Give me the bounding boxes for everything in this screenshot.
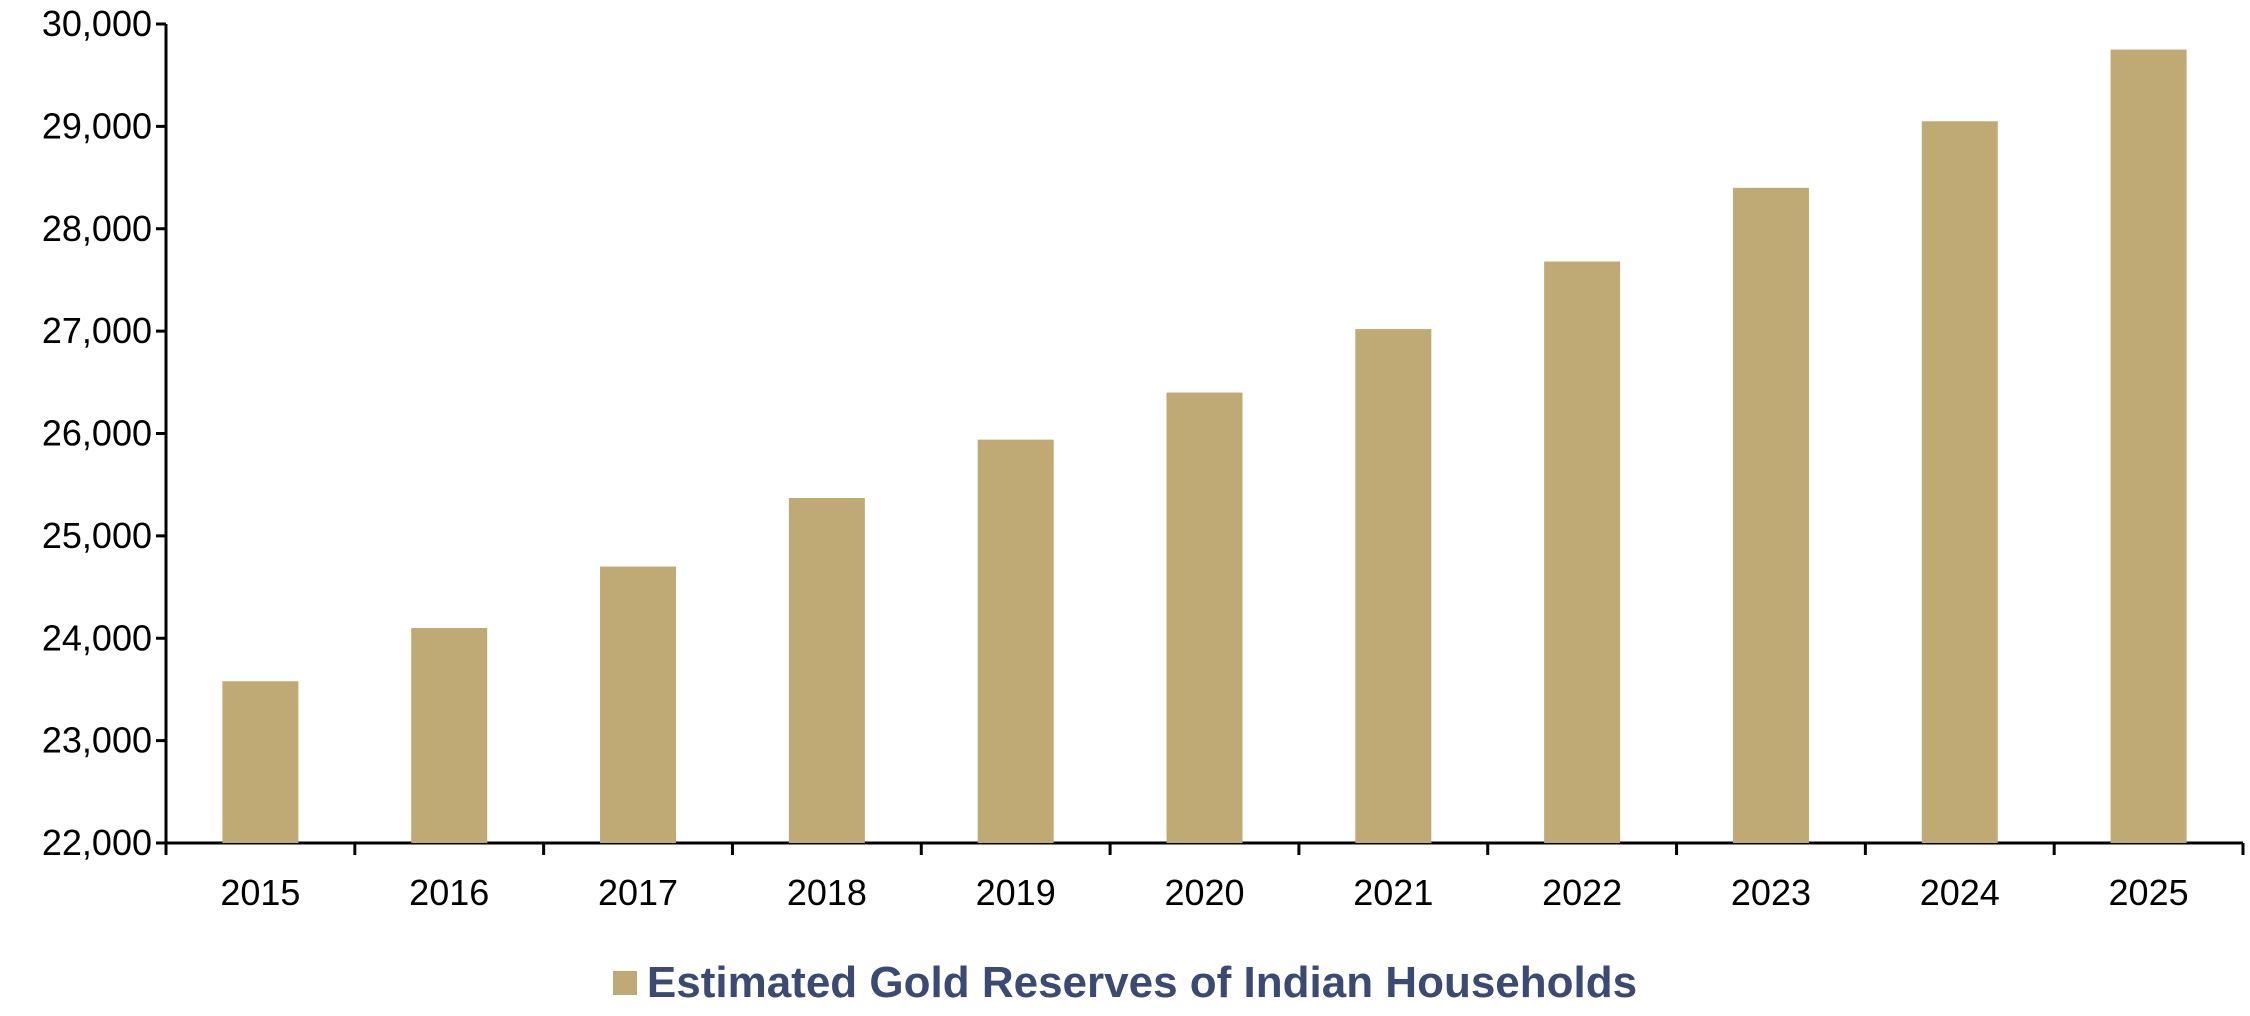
x-tick-label: 2021	[1353, 872, 1433, 913]
bar-2018	[788, 497, 865, 843]
x-tick-label: 2016	[409, 872, 489, 913]
bar-2023	[1732, 187, 1809, 844]
y-tick-label: 28,000	[42, 208, 152, 249]
y-tick-label: 25,000	[42, 515, 152, 556]
bar-2021	[1355, 329, 1432, 843]
y-tick-label: 26,000	[42, 413, 152, 454]
bar-2025	[2110, 49, 2187, 843]
x-tick-label: 2019	[976, 872, 1056, 913]
bar-2015	[222, 681, 299, 843]
legend-swatch	[612, 971, 637, 995]
x-tick-label: 2024	[1920, 872, 2000, 913]
x-tick-label: 2025	[2109, 872, 2189, 913]
x-tick-label: 2015	[220, 872, 300, 913]
x-tick-label: 2023	[1731, 872, 1811, 913]
x-tick-label: 2018	[787, 872, 867, 913]
bar-2016	[411, 628, 488, 843]
x-axis: 2015 2016 2017 2018 2019 2020 2021 2022 2023 2024…	[164, 841, 2245, 913]
bar-2024	[1921, 121, 1998, 844]
x-tick-label: 2017	[598, 872, 678, 913]
bar-2017	[600, 566, 677, 843]
bar-2019	[977, 439, 1054, 843]
y-tick-label: 22,000	[42, 822, 152, 863]
y-axis: 22,000 23,000 24,000 25,000 26,000 27,000 28,0…	[42, 3, 168, 863]
x-tick-label: 2020	[1164, 872, 1244, 913]
y-tick-label: 24,000	[42, 617, 152, 658]
y-tick-label: 23,000	[42, 720, 152, 761]
legend-label: Estimated Gold Reserves of Indian Househ…	[646, 958, 1638, 1007]
bar-2022	[1544, 261, 1621, 843]
y-tick-label: 30,000	[42, 3, 152, 44]
x-tick-label: 2022	[1542, 872, 1622, 913]
bars	[222, 49, 2187, 844]
legend: Estimated Gold Reserves of Indian Househ…	[0, 958, 2250, 1008]
y-tick-label: 27,000	[42, 310, 152, 351]
bar-2020	[1166, 392, 1243, 843]
y-tick-label: 29,000	[42, 105, 152, 146]
